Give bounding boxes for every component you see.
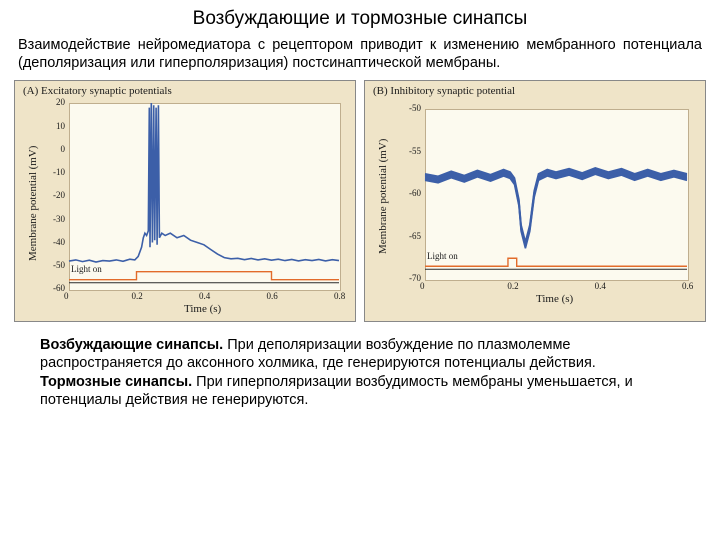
trace-line — [425, 173, 687, 247]
bottom-text: Возбуждающие синапсы. При деполяризации … — [0, 322, 720, 409]
y-tick-label: -10 — [53, 167, 65, 177]
light-on-label: Light on — [71, 264, 102, 274]
trace-line — [425, 175, 687, 249]
y-tick-label: 20 — [56, 97, 65, 107]
x-tick-label: 0.2 — [132, 291, 143, 301]
stimulus-line — [425, 259, 687, 267]
chart-svg — [15, 81, 355, 321]
y-tick-label: -30 — [53, 214, 65, 224]
intro-text: Взаимодействие нейромедиатора с рецептор… — [0, 36, 720, 80]
charts-container: (A) Excitatory synaptic potentialsMembra… — [0, 80, 720, 322]
x-tick-label: 0 — [420, 281, 425, 291]
inhibitory-bold: Тормозные синапсы. — [40, 374, 192, 390]
y-tick-label: -50 — [53, 260, 65, 270]
y-tick-label: -40 — [53, 237, 65, 247]
page-title: Возбуждающие и тормозные синапсы — [0, 0, 720, 36]
x-tick-label: 0.2 — [507, 281, 518, 291]
stimulus-line — [69, 272, 339, 280]
excitatory-paragraph: Возбуждающие синапсы. При деполяризации … — [40, 336, 680, 372]
x-tick-label: 0.4 — [595, 281, 606, 291]
x-tick-label: 0.6 — [682, 281, 693, 291]
x-tick-label: 0.4 — [199, 291, 210, 301]
y-tick-label: 10 — [56, 121, 65, 131]
y-tick-label: -60 — [409, 188, 421, 198]
inhibitory-paragraph: Тормозные синапсы. При гиперполяризации … — [40, 373, 680, 409]
chart-b-card: (B) Inhibitory synaptic potentialMembran… — [364, 80, 706, 322]
x-tick-label: 0 — [64, 291, 69, 301]
trace-line — [69, 103, 339, 262]
x-tick-label: 0.6 — [267, 291, 278, 301]
y-tick-label: -65 — [409, 231, 421, 241]
light-on-label: Light on — [427, 251, 458, 261]
y-tick-label: -50 — [409, 103, 421, 113]
y-tick-label: 0 — [61, 144, 66, 154]
y-tick-label: -55 — [409, 146, 421, 156]
chart-a-card: (A) Excitatory synaptic potentialsMembra… — [14, 80, 356, 322]
excitatory-bold: Возбуждающие синапсы. — [40, 337, 223, 353]
chart-svg — [365, 81, 705, 321]
y-tick-label: -20 — [53, 190, 65, 200]
x-tick-label: 0.8 — [334, 291, 345, 301]
